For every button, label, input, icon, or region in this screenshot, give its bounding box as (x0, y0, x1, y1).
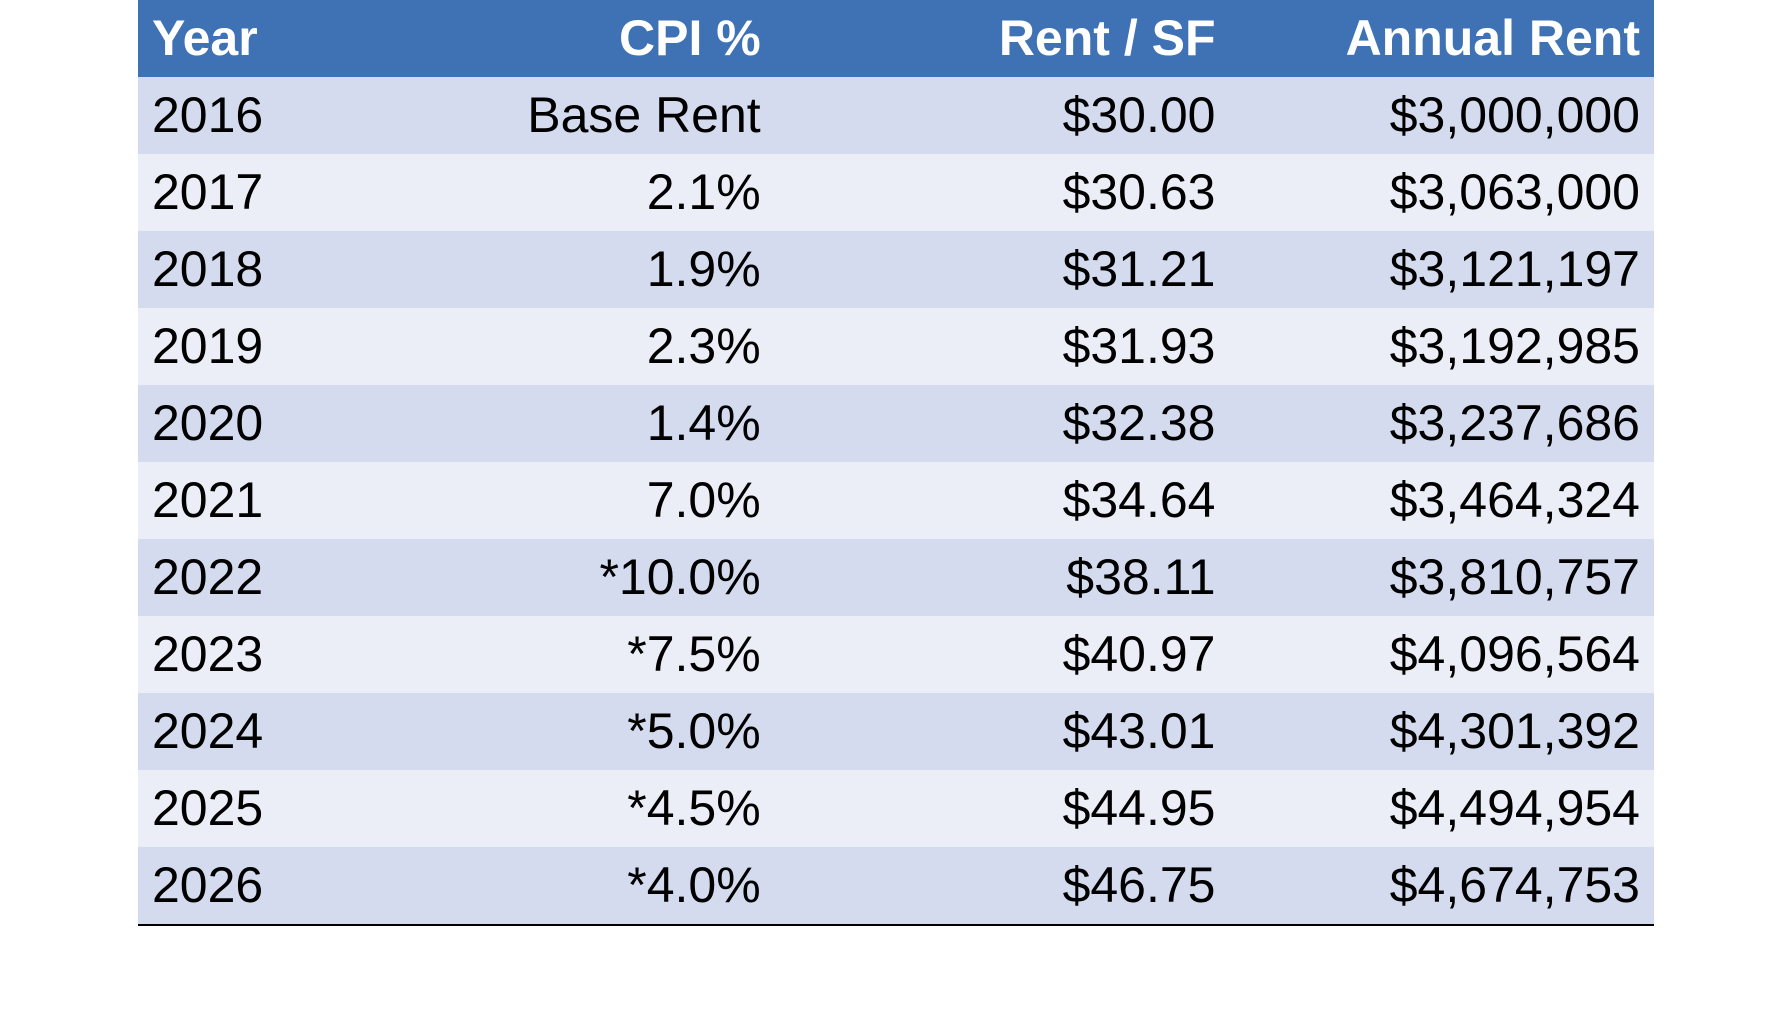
cell-year: 2019 (138, 308, 365, 385)
cell-annual-rent: $3,063,000 (1230, 154, 1655, 231)
cell-annual-rent: $4,301,392 (1230, 693, 1655, 770)
table-row: 2024 *5.0% $43.01 $4,301,392 (138, 693, 1654, 770)
table-row: 2022 *10.0% $38.11 $3,810,757 (138, 539, 1654, 616)
cell-cpi: *5.0% (365, 693, 774, 770)
cell-year: 2020 (138, 385, 365, 462)
cell-cpi: Base Rent (365, 77, 774, 154)
table-header-row: Year CPI % Rent / SF Annual Rent (138, 0, 1654, 77)
table-row: 2023 *7.5% $40.97 $4,096,564 (138, 616, 1654, 693)
cell-rent-sf: $38.11 (775, 539, 1230, 616)
cell-year: 2018 (138, 231, 365, 308)
cell-rent-sf: $46.75 (775, 847, 1230, 925)
cell-rent-sf: $32.38 (775, 385, 1230, 462)
cell-annual-rent: $4,674,753 (1230, 847, 1655, 925)
cell-year: 2022 (138, 539, 365, 616)
cell-rent-sf: $30.63 (775, 154, 1230, 231)
col-header-cpi: CPI % (365, 0, 774, 77)
table-row: 2026 *4.0% $46.75 $4,674,753 (138, 847, 1654, 925)
col-header-year: Year (138, 0, 365, 77)
table-row: 2016 Base Rent $30.00 $3,000,000 (138, 77, 1654, 154)
cell-annual-rent: $3,121,197 (1230, 231, 1655, 308)
table-row: 2020 1.4% $32.38 $3,237,686 (138, 385, 1654, 462)
cell-rent-sf: $34.64 (775, 462, 1230, 539)
cell-year: 2024 (138, 693, 365, 770)
rent-schedule-table: Year CPI % Rent / SF Annual Rent 2016 Ba… (138, 0, 1654, 926)
cell-annual-rent: $3,192,985 (1230, 308, 1655, 385)
col-header-annual-rent: Annual Rent (1230, 0, 1655, 77)
col-header-rent-sf: Rent / SF (775, 0, 1230, 77)
cell-annual-rent: $3,810,757 (1230, 539, 1655, 616)
cell-cpi: *7.5% (365, 616, 774, 693)
cell-cpi: 2.3% (365, 308, 774, 385)
cell-year: 2021 (138, 462, 365, 539)
cell-cpi: *10.0% (365, 539, 774, 616)
cell-cpi: *4.5% (365, 770, 774, 847)
cell-rent-sf: $30.00 (775, 77, 1230, 154)
cell-cpi: 1.9% (365, 231, 774, 308)
cell-rent-sf: $44.95 (775, 770, 1230, 847)
cell-annual-rent: $3,000,000 (1230, 77, 1655, 154)
cell-rent-sf: $31.93 (775, 308, 1230, 385)
cell-cpi: 1.4% (365, 385, 774, 462)
cell-year: 2026 (138, 847, 365, 925)
cell-year: 2025 (138, 770, 365, 847)
table-row: 2025 *4.5% $44.95 $4,494,954 (138, 770, 1654, 847)
cell-cpi: *4.0% (365, 847, 774, 925)
cell-rent-sf: $40.97 (775, 616, 1230, 693)
table-row: 2021 7.0% $34.64 $3,464,324 (138, 462, 1654, 539)
cell-year: 2017 (138, 154, 365, 231)
cell-cpi: 2.1% (365, 154, 774, 231)
cell-cpi: 7.0% (365, 462, 774, 539)
cell-year: 2016 (138, 77, 365, 154)
table-row: 2017 2.1% $30.63 $3,063,000 (138, 154, 1654, 231)
cell-rent-sf: $31.21 (775, 231, 1230, 308)
cell-rent-sf: $43.01 (775, 693, 1230, 770)
cell-annual-rent: $3,237,686 (1230, 385, 1655, 462)
table-body: 2016 Base Rent $30.00 $3,000,000 2017 2.… (138, 77, 1654, 925)
table-row: 2018 1.9% $31.21 $3,121,197 (138, 231, 1654, 308)
cell-annual-rent: $4,096,564 (1230, 616, 1655, 693)
cell-annual-rent: $3,464,324 (1230, 462, 1655, 539)
table-row: 2019 2.3% $31.93 $3,192,985 (138, 308, 1654, 385)
cell-annual-rent: $4,494,954 (1230, 770, 1655, 847)
cell-year: 2023 (138, 616, 365, 693)
